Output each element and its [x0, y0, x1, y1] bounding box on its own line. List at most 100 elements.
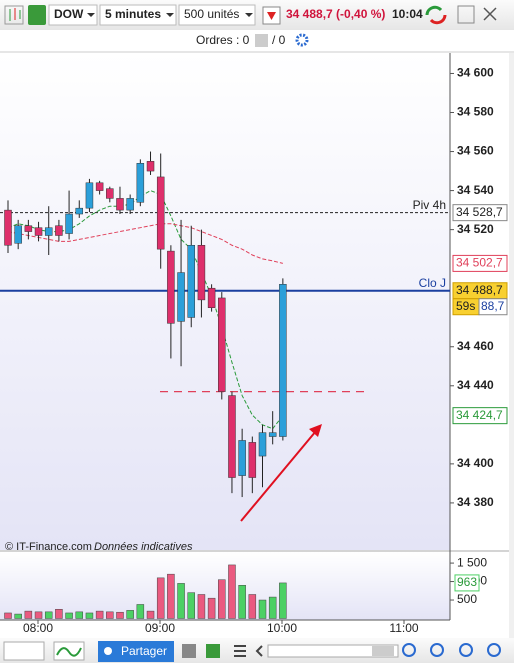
volume-bar — [14, 613, 22, 619]
level-name: Piv 4h — [413, 198, 446, 212]
symbol: DOW — [54, 7, 84, 21]
volume-bar — [4, 612, 12, 619]
candle-body — [187, 244, 195, 318]
y-tick-label: 34 520 — [457, 222, 494, 236]
ma-label: 34 424,7 — [456, 408, 503, 422]
volume-bar — [228, 564, 236, 619]
share-icon — [104, 647, 112, 655]
candle-body — [106, 188, 114, 199]
candle-body — [95, 182, 104, 191]
moving-average — [7, 190, 284, 430]
orders-icon — [255, 34, 268, 47]
volume-bar — [55, 609, 63, 619]
candle-body — [44, 227, 53, 236]
volume-bar — [268, 596, 277, 619]
y-tick-label: 34 600 — [457, 66, 494, 80]
volume-bar — [248, 594, 257, 619]
menu-button[interactable] — [234, 645, 246, 657]
candle-body — [268, 432, 277, 437]
chart-type-icon[interactable] — [4, 5, 24, 25]
y-tick-label: 34 580 — [457, 105, 494, 119]
volume-bar — [238, 585, 246, 619]
candle-body — [126, 198, 134, 211]
interval: 5 minutes — [105, 7, 161, 21]
print-button[interactable] — [182, 644, 196, 658]
volume-bar — [177, 583, 185, 619]
volume-bar — [136, 604, 145, 619]
candle-body — [228, 395, 236, 478]
ma-tag — [452, 407, 508, 425]
candle-body — [258, 432, 267, 457]
volume-tag — [454, 574, 480, 592]
scroll-left[interactable] — [255, 645, 263, 657]
zoom-reset[interactable] — [487, 643, 501, 657]
scroll-thumb[interactable] — [372, 646, 394, 656]
volume-bar — [24, 610, 33, 619]
y-tick-label: 34 540 — [457, 183, 494, 197]
moving-average — [7, 223, 283, 264]
candle-body — [279, 284, 287, 437]
close-button[interactable] — [483, 7, 497, 21]
level-tag — [452, 204, 508, 222]
clock: 10:04 — [392, 7, 423, 21]
quantity: 500 unités — [184, 7, 239, 21]
zoom-button[interactable] — [3, 641, 45, 661]
candle-body — [14, 225, 22, 244]
volume-bar — [197, 594, 206, 619]
orders-separator: / 0 — [272, 33, 286, 47]
candle-body — [167, 250, 175, 324]
candle-body — [238, 440, 246, 476]
volume-bar — [95, 610, 104, 619]
volume-bar — [106, 611, 114, 619]
candle-body — [177, 272, 185, 322]
volume-bar — [207, 597, 216, 619]
candle-body — [55, 225, 63, 236]
dropdown-arrow — [166, 13, 174, 17]
candle-body — [116, 198, 124, 211]
level-name: Clo J — [419, 276, 446, 290]
level-label: 34 488,7 — [456, 283, 503, 297]
zoom-fit[interactable] — [459, 643, 473, 657]
volume-bar — [116, 611, 124, 619]
indicator-button[interactable] — [28, 5, 46, 25]
x-tick-label: 09:00 — [145, 621, 175, 635]
x-tick-label: 11:00 — [389, 621, 418, 635]
level-label: 34 528,7 — [456, 205, 503, 219]
refresh-icon[interactable] — [425, 5, 447, 25]
x-tick-label: 08:00 — [23, 621, 53, 635]
candle-body — [156, 176, 165, 250]
scrollbar[interactable] — [267, 644, 399, 658]
settings-icon[interactable] — [295, 33, 309, 47]
y-tick-label: 34 560 — [457, 144, 494, 158]
export-button[interactable] — [206, 644, 220, 658]
volume-bar — [279, 582, 287, 619]
volume-bar — [126, 610, 134, 619]
ma-label: 34 502,7 — [456, 256, 503, 270]
orders-label: Ordres : 0 — [196, 33, 250, 47]
candle-body — [248, 442, 257, 478]
dropdown-arrow — [245, 13, 253, 17]
x-tick-label: 10:00 — [267, 621, 297, 635]
candle-body — [136, 163, 145, 203]
detach-button[interactable] — [457, 5, 475, 24]
note: Données indicatives — [94, 541, 193, 553]
volume-tick-label: 1 500 — [457, 555, 487, 569]
candle-body — [197, 244, 206, 301]
candle-body — [34, 227, 43, 236]
candle-body — [4, 209, 12, 246]
y-tick-label: 34 400 — [457, 456, 494, 470]
interval-select[interactable] — [99, 4, 177, 26]
volume-bar — [85, 612, 94, 619]
indicator-icon — [56, 647, 82, 657]
scroll-strip — [509, 53, 514, 638]
volume-label: 963 — [457, 575, 477, 589]
quantity-select[interactable] — [178, 4, 256, 26]
zoom-in[interactable] — [402, 643, 416, 657]
symbol-select[interactable] — [48, 4, 98, 26]
y-tick-label: 34 440 — [457, 378, 494, 392]
candle-body — [207, 287, 216, 308]
zoom-out[interactable] — [430, 643, 444, 657]
share-button[interactable] — [98, 641, 174, 662]
countdown: 59s — [456, 299, 475, 313]
candle-body — [85, 182, 94, 209]
